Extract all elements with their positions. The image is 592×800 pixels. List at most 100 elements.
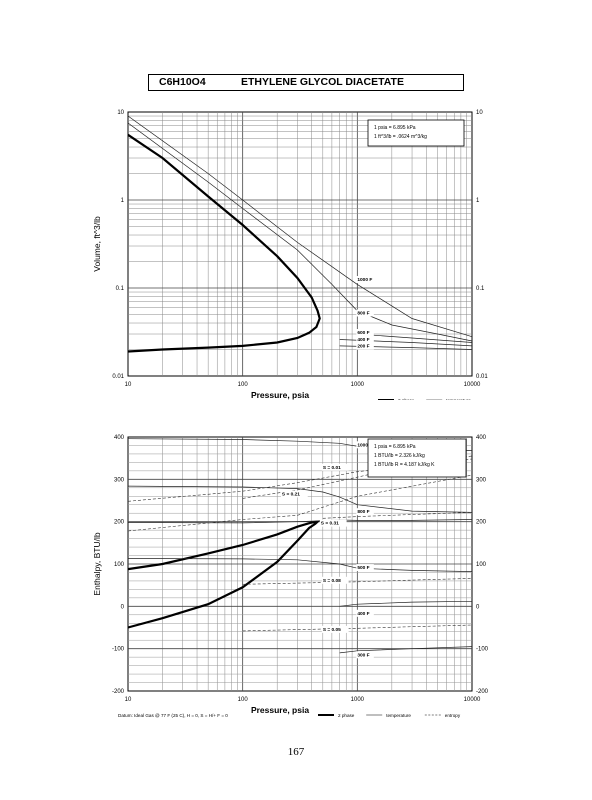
curve-label: 1000 F	[357, 442, 372, 448]
y-tick-label: 0.1	[116, 286, 125, 292]
y-tick-label-right: -100	[476, 647, 489, 653]
units-note-box	[367, 438, 467, 478]
y-tick-label: 400	[114, 435, 125, 441]
annotation-bg	[319, 519, 347, 527]
grid	[128, 437, 472, 691]
curve-label: S = 0.31	[321, 521, 339, 527]
y-tick-label: 100	[114, 562, 125, 568]
series-line	[339, 646, 473, 654]
x-tick-label: 10000	[464, 382, 481, 388]
curve-label: 600 F	[357, 330, 369, 336]
series-line	[127, 458, 473, 502]
x-axis-label: Pressure, psia	[251, 705, 309, 715]
series-line	[127, 474, 473, 532]
x-tick-label: 100	[238, 382, 249, 388]
enthalpy-pressure-chart: 10 100 1000 10000 -200 -200 -100 -100 0 0 100 100 20…	[92, 435, 489, 718]
y-tick-label-right: 200	[476, 520, 487, 526]
units-note: 1 psia = 6.895 kPa	[374, 444, 416, 450]
annotation-bg	[356, 276, 377, 284]
x-tick-label: 10	[125, 697, 132, 703]
annotation-bg	[356, 335, 374, 343]
units-note: 1 BTU/lb R = 4.187 kJ/kg K	[374, 462, 435, 468]
y-tick-label: -100	[112, 647, 125, 653]
series-line	[127, 519, 473, 524]
annotation-bg	[321, 625, 349, 633]
y-tick-label-right: 300	[476, 477, 487, 483]
annotation-bg	[356, 564, 374, 572]
datum-note: Datum: Ideal Gas @ 77 F (25 C), H = 0, S…	[118, 713, 228, 718]
curve-label: 400 F	[357, 337, 369, 343]
legend-label: temperature	[386, 713, 411, 718]
y-tick-label-right: 400	[476, 435, 487, 441]
y-tick-label-right: 1	[476, 198, 480, 204]
compound-name: ETHYLENE GLYCOL DIACETATE	[241, 76, 404, 88]
y-tick-label-right: 10	[476, 110, 483, 116]
annotation-bg	[356, 342, 374, 350]
two-phase-curve	[127, 133, 321, 353]
curve-label: 800 F	[357, 509, 369, 515]
annotation-bg	[321, 463, 349, 471]
legend-label: temperature	[446, 398, 471, 400]
title-box: C6H10O4 ETHYLENE GLYCOL DIACETATE	[148, 74, 464, 91]
y-tick-label: 0	[121, 604, 125, 610]
y-axis-label: Enthalpy, BTU/lb	[92, 532, 102, 595]
grid	[128, 112, 472, 376]
annotation-bg	[356, 508, 374, 516]
y-tick-label-right: -200	[476, 689, 489, 695]
series-line	[127, 558, 473, 572]
series-line	[242, 624, 473, 632]
legend-label: entropy	[445, 713, 461, 718]
y-tick-label-right: 0	[476, 604, 480, 610]
legend-label: 2 phase	[338, 713, 355, 718]
y-tick-label-right: 0.01	[476, 374, 488, 380]
y-tick-label: 10	[117, 110, 124, 116]
y-tick-label-right: 0.1	[476, 286, 485, 292]
compound-formula: C6H10O4	[159, 76, 206, 88]
units-note: 1 ft^3/lb = .0624 m^3/kg	[374, 134, 427, 140]
annotation-bg	[356, 309, 374, 317]
annotation-bg	[356, 329, 374, 337]
series-line	[127, 115, 473, 338]
annotation-bg	[356, 651, 374, 659]
y-tick-label-right: 100	[476, 562, 487, 568]
units-note-box	[367, 119, 465, 147]
y-tick-label: 1	[121, 198, 125, 204]
curve-label: 300 F	[357, 652, 369, 658]
curve-label: 1000 F	[357, 277, 372, 283]
curve-label: 200 F	[357, 344, 369, 350]
curve-label: 800 F	[357, 310, 369, 316]
legend-label: 2 phase	[398, 398, 415, 400]
curve-label: 400 F	[357, 611, 369, 617]
curve-label: S = 0.05	[323, 627, 341, 633]
x-axis-label: Pressure, psia	[251, 390, 309, 400]
two-phase-curve	[127, 520, 321, 629]
units-note: 1 psia = 6.895 kPa	[374, 125, 416, 131]
series-line	[127, 485, 473, 513]
series-line	[357, 333, 473, 343]
curve-label: S = 0.21	[282, 491, 300, 497]
page-number: 167	[287, 746, 305, 758]
plot-frame	[127, 111, 473, 377]
curve-label: S = 0.01	[323, 465, 341, 471]
series-line	[127, 122, 473, 342]
annotation-bg	[321, 576, 349, 584]
units-note: 1 BTU/lb = 2.326 kJ/kg	[374, 453, 425, 459]
y-tick-label: -200	[112, 689, 125, 695]
x-tick-label: 10	[125, 382, 132, 388]
curve-label: S = 0.08	[323, 578, 341, 584]
y-tick-label: 300	[114, 477, 125, 483]
y-axis-label: Volume, ft^3/lb	[92, 216, 102, 272]
volume-pressure-chart: 10 100 1000 10000 0.01 0.01 0.1 0.1 1 1 10 10 Pressu…	[92, 110, 488, 400]
curve-label: 500 F	[357, 565, 369, 571]
series-line	[242, 578, 473, 585]
x-tick-label: 1000	[351, 382, 365, 388]
series-line	[339, 600, 473, 607]
x-tick-label: 1000	[351, 697, 365, 703]
annotation-bg	[280, 490, 308, 498]
x-tick-label: 10000	[464, 697, 481, 703]
series-line	[322, 512, 473, 519]
annotation-bg	[356, 441, 377, 449]
y-tick-label: 200	[114, 520, 125, 526]
annotation-bg	[356, 609, 374, 617]
y-tick-label: 0.01	[112, 374, 124, 380]
